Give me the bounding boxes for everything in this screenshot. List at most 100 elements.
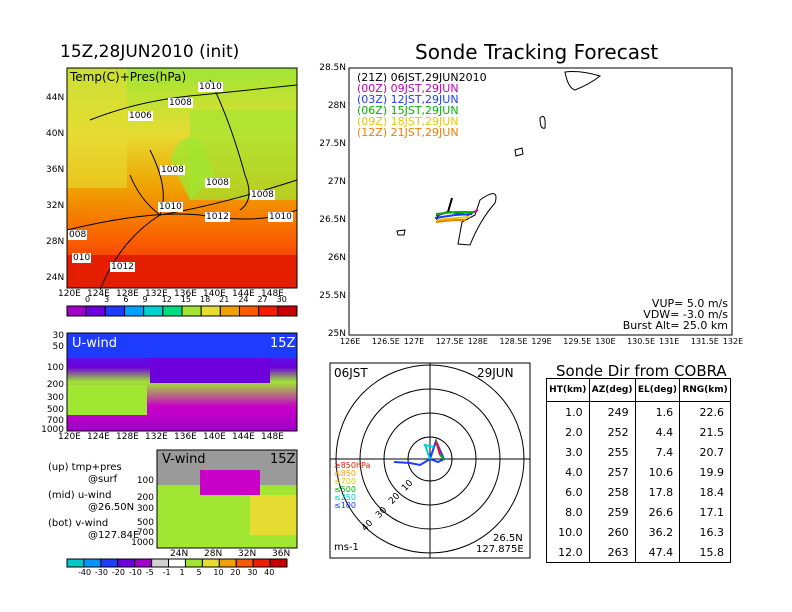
table-cell: 17.8 [634,482,681,502]
sonde-param: VUP= 5.0 m/s [651,297,728,310]
table-cell: 255 [588,442,636,462]
colorbar-tick: 15 [180,295,192,304]
colorbar-tick: -40 [78,568,92,577]
colorbar-tick: 40 [264,568,275,577]
lon-tick: 132E [722,337,744,346]
lat-tick: 28N [327,101,346,111]
table-cell: 6.0 [546,482,590,502]
temp-colorbar [66,305,298,317]
colorbar-swatch [124,305,145,317]
isobar-label: 1008 [160,165,185,175]
polar-date: 29JUN [477,366,514,380]
table-cell: 3.0 [546,442,590,462]
table-row: 4.0 257 10.6 19.9 [546,462,731,482]
lon-tick: 140E [203,289,226,299]
lat-tick: 36N [272,549,291,559]
table-cell: 259 [588,502,636,522]
table-cell: 8.0 [546,502,590,522]
polar-lat: 26.5N [493,533,523,544]
pressure-tick: 200 [46,380,64,390]
direction-table-header: HT(km) AZ(deg) EL(deg) RNG(km) [546,378,731,402]
lon-tick: 136E [174,289,197,299]
table-cell: 260 [588,522,636,542]
lat-tick: 28N [46,237,65,247]
lat-tick: 25.5N [319,291,346,301]
colorbar-tick: 24 [238,295,249,304]
legend-entry: (12Z) 21JST,29JUN [357,126,459,139]
lon-tick: 120E [58,289,81,299]
table-cell: 17.1 [679,502,731,522]
pressure-legend-entry: ≤250 [334,493,356,502]
legend-entry: (06Z) 15JST,29JUN [357,104,459,117]
pressure-legend-entry: ≤700 [334,477,356,486]
pressure-tick: 50 [52,342,64,352]
table-cell: 252 [588,422,636,442]
direction-table: HT(km) AZ(deg) EL(deg) RNG(km) 1.0 249 1.6 22.… [546,378,731,563]
colorbar-tick: -20 [111,568,125,577]
lon-tick: 120E [58,432,81,442]
sonde-track [436,216,471,221]
table-header-cell: EL(deg) [634,378,681,402]
lat-tick: 26N [327,253,346,263]
table-header-cell: HT(km) [546,378,590,402]
sonde-param: Burst Alt= 25.0 km [622,319,728,332]
lat-tick: 32N [238,549,257,559]
table-cell: 21.5 [679,422,731,442]
lon-tick: 128E [116,289,139,299]
pressure-tick: 300 [136,504,154,514]
colorbar-swatch [235,558,254,568]
colorbar-tick: 0 [85,295,91,304]
right-title: Sonde Tracking Forecast [415,40,659,64]
pressure-tick: 700 [46,416,64,426]
table-cell: 263 [588,542,636,563]
legend-entry: (03Z) 12JST,29JUN [357,93,459,106]
lon-tick: 144E [232,432,255,442]
colorbar-swatch [117,558,136,568]
isobar-label: 010 [72,253,92,263]
table-header-cell: RNG(km) [679,378,731,402]
u-wind-label: U-wind [72,336,117,351]
table-cell: 18.4 [679,482,731,502]
colorbar-swatch [201,558,220,568]
lon-tick: 140E [203,432,226,442]
colorbar-tick: 3 [104,295,110,304]
isobar-label: 1012 [205,212,230,222]
isobar-label: 1010 [198,82,223,92]
lon-tick: 144E [232,289,255,299]
lat-tick: 24N [46,273,65,283]
lon-tick: 128.5E [499,337,528,346]
colorbar-swatch [258,305,279,317]
colorbar-tick: -1 [162,568,171,577]
table-cell: 257 [588,462,636,482]
colorbar-swatch [184,558,203,568]
colorbar-swatch [83,558,102,568]
table-cell: 249 [588,401,636,422]
table-row: 1.0 249 1.6 22.6 [546,401,731,422]
temp-map-label: Temp(C)+Pres(hPa) [70,70,187,84]
colorbar-swatch [66,558,85,568]
colorbar-swatch [143,305,164,317]
lon-tick: 126E [340,337,361,346]
pressure-tick: 700 [136,528,154,538]
sonde-track [434,213,473,219]
colorbar-swatch [162,305,183,317]
sonde-param: VDW= -3.0 m/s [643,308,728,321]
colorbar-swatch [252,558,271,568]
v-wind-colorbar [66,558,288,568]
sonde-tracks [434,197,479,223]
colorbar-tick: 20 [230,568,241,577]
pressure-tick: 100 [136,476,154,486]
table-cell: 258 [588,482,636,502]
polar-lon: 127.875E [476,544,524,555]
table-cell: 10.6 [634,462,681,482]
colorbar-swatch [134,558,153,568]
lon-tick: 127E [403,337,425,346]
pressure-legend-entry: ≤850 [334,469,356,478]
note-line: @26.50N [88,502,135,513]
lon-tick: 148E [261,289,284,299]
colorbar-tick: -30 [94,568,108,577]
pressure-tick: 1000 [131,538,154,548]
colorbar-swatch [200,305,221,317]
table-cell: 26.6 [634,502,681,522]
colorbar-swatch [85,305,106,317]
